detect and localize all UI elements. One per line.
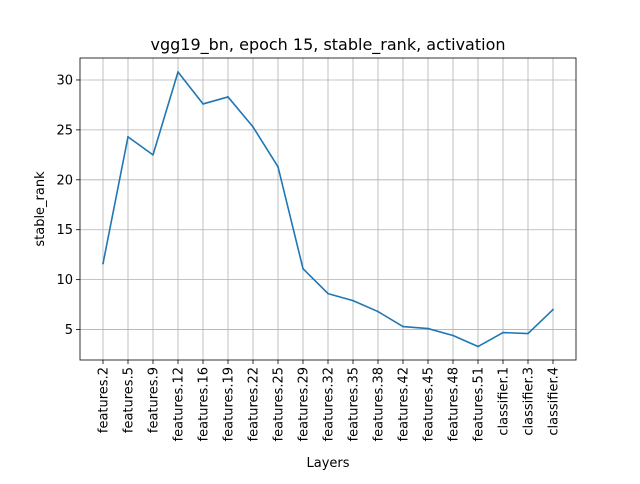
x-tick-label: classifier.1	[497, 367, 512, 436]
x-axis-label: Layers	[306, 456, 349, 471]
y-tick-label: 25	[56, 123, 73, 138]
y-tick-label: 30	[56, 73, 73, 88]
y-axis-ticks: 5 10 15 20 25 30	[56, 73, 80, 338]
series-layer	[102, 71, 554, 348]
data-point	[502, 331, 504, 334]
data-point	[377, 310, 379, 313]
x-tick-label: features.22	[247, 367, 262, 441]
x-tick-label: features.5	[122, 367, 137, 433]
x-tick-label: classifier.3	[522, 367, 537, 436]
x-tick-label: features.45	[422, 367, 437, 441]
data-point	[202, 103, 204, 105]
data-point	[152, 153, 154, 156]
y-tick-label: 20	[56, 173, 73, 188]
x-tick-label: features.38	[372, 367, 387, 441]
x-tick-label: features.29	[297, 367, 312, 441]
x-tick-label: features.42	[397, 367, 412, 441]
x-tick-label: features.51	[472, 367, 487, 441]
x-tick-label: classifier.4	[547, 367, 562, 436]
data-point	[277, 165, 279, 168]
x-tick-label: features.19	[222, 367, 237, 441]
data-point	[227, 96, 229, 98]
x-tick-label: features.9	[147, 367, 162, 433]
x-tick-label: features.32	[322, 367, 337, 441]
x-tick-label: features.12	[172, 367, 187, 441]
x-tick-label: features.35	[347, 367, 362, 441]
data-point	[302, 267, 304, 270]
data-point	[327, 292, 329, 295]
data-point	[127, 135, 129, 138]
grid-lines	[80, 58, 576, 360]
data-point	[252, 125, 254, 128]
data-point	[102, 262, 104, 265]
data-point	[177, 71, 179, 73]
x-tick-label: features.25	[272, 367, 287, 441]
data-point	[477, 345, 479, 348]
x-axis-ticks: features.2 features.5 features.9 features.1…	[97, 360, 562, 441]
x-tick-label: features.2	[97, 367, 112, 433]
data-point	[452, 334, 454, 337]
y-tick-label: 5	[65, 323, 73, 338]
data-point	[552, 308, 554, 311]
y-tick-label: 10	[56, 273, 73, 288]
chart-title: vgg19_bn, epoch 15, stable_rank, activat…	[150, 35, 505, 55]
data-point	[352, 299, 354, 302]
y-axis-label: stable_rank	[33, 171, 48, 247]
x-tick-label: features.48	[447, 367, 462, 441]
y-tick-label: 15	[56, 223, 73, 238]
x-tick-label: features.16	[197, 367, 212, 441]
data-point	[402, 325, 404, 328]
data-point	[527, 332, 529, 335]
data-point	[427, 327, 429, 330]
